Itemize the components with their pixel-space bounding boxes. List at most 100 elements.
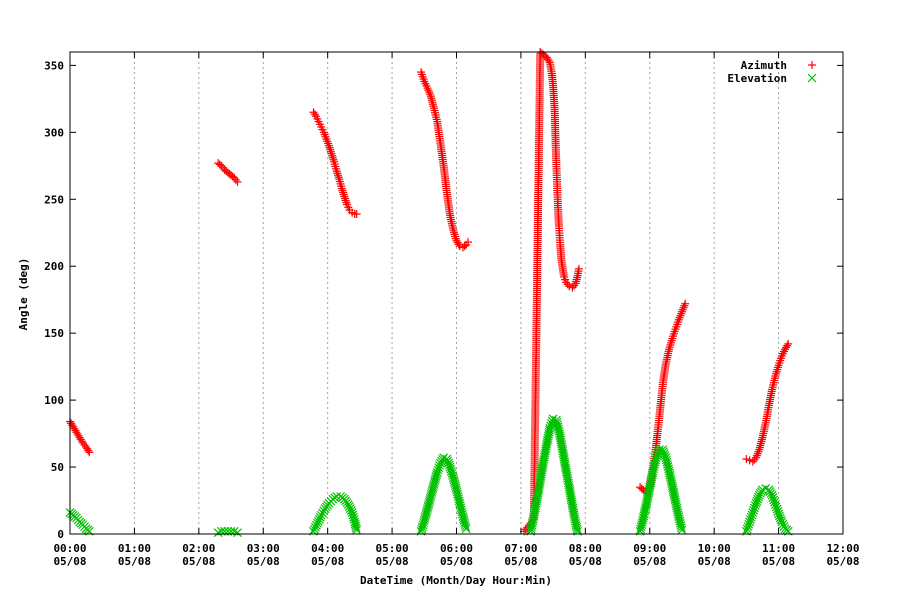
data-point — [574, 264, 583, 273]
data-point — [677, 525, 687, 535]
data-point — [769, 495, 779, 505]
x-tick-label-date: 05/08 — [504, 555, 537, 568]
data-point — [544, 56, 553, 65]
data-point — [680, 301, 689, 310]
y-tick-label: 300 — [44, 126, 64, 139]
data-point — [677, 309, 686, 318]
x-tick-label-time: 00:00 — [53, 542, 86, 555]
y-axis: 0 50 100 150 200 250 300 350 — [44, 59, 843, 541]
data-point — [341, 196, 350, 205]
x-axis-title: DateTime (Month/Day Hour:Min) — [360, 574, 552, 587]
x-tick-label-date: 05/08 — [633, 555, 666, 568]
data-point — [433, 465, 443, 475]
data-point — [747, 510, 757, 520]
data-point — [681, 299, 690, 308]
data-point — [771, 502, 781, 512]
data-point — [454, 240, 463, 249]
data-point — [326, 145, 335, 154]
data-point — [674, 315, 683, 324]
data-point — [233, 528, 242, 538]
x-tick-label-time: 10:00 — [698, 542, 731, 555]
data-point — [352, 210, 361, 219]
data-point — [339, 188, 348, 197]
data-point — [568, 283, 577, 292]
data-point — [341, 194, 350, 203]
data-point — [318, 508, 327, 518]
x-tick-label-date: 05/08 — [118, 555, 151, 568]
data-point — [677, 307, 686, 316]
data-point — [770, 497, 779, 507]
data-point — [424, 86, 433, 95]
data-point — [679, 303, 688, 312]
x-axis: 00:0005/0801:0005/0802:0005/0803:0005/08… — [53, 52, 860, 568]
data-point — [329, 155, 338, 164]
legend-label-azimuth: Azimuth — [741, 59, 787, 72]
x-tick-label-date: 05/08 — [53, 555, 86, 568]
data-point — [743, 522, 753, 532]
data-point — [217, 161, 226, 170]
data-point — [746, 512, 756, 522]
x-tick-label-time: 08:00 — [569, 542, 602, 555]
data-point — [750, 503, 759, 513]
data-point — [339, 190, 348, 199]
data-point — [675, 313, 684, 322]
data-point — [328, 153, 337, 162]
y-tick-label: 350 — [44, 59, 64, 72]
data-point — [744, 519, 754, 529]
x-tick-label-time: 02:00 — [182, 542, 215, 555]
data-point — [425, 88, 434, 97]
data-point — [676, 523, 686, 533]
data-point — [316, 510, 326, 520]
data-point — [745, 517, 755, 527]
data-point — [572, 524, 582, 534]
data-point — [545, 423, 555, 433]
data-point — [325, 143, 334, 152]
legend-marker-azimuth — [808, 61, 816, 69]
data-point — [342, 198, 351, 207]
x-tick-label-time: 01:00 — [118, 542, 151, 555]
data-point — [332, 167, 341, 176]
data-point — [783, 341, 792, 350]
data-point — [464, 238, 473, 247]
data-point — [768, 493, 778, 502]
data-point — [310, 110, 319, 119]
x-tick-label-time: 05:00 — [376, 542, 409, 555]
data-point — [748, 508, 758, 518]
x-tick-label-date: 05/08 — [762, 555, 795, 568]
data-point — [461, 522, 471, 532]
data-point — [333, 169, 342, 178]
data-point — [748, 457, 757, 466]
data-point — [332, 492, 342, 501]
data-point — [328, 151, 337, 160]
data-point — [666, 340, 675, 349]
data-point — [309, 108, 318, 117]
data-point — [449, 228, 458, 237]
x-tick-label-time: 06:00 — [440, 542, 473, 555]
data-point — [772, 369, 781, 378]
data-point — [460, 242, 469, 251]
data-point — [432, 467, 442, 477]
data-point — [770, 500, 780, 509]
data-point — [562, 278, 571, 287]
series-azimuth — [66, 48, 793, 536]
x-tick-label-date: 05/08 — [698, 555, 731, 568]
data-point — [745, 515, 755, 525]
data-point — [434, 463, 444, 473]
data-series — [65, 48, 793, 538]
x-tick-label-date: 05/08 — [569, 555, 602, 568]
data-point — [667, 338, 676, 347]
x-tick-label-time: 07:00 — [504, 542, 537, 555]
data-point — [233, 177, 242, 186]
data-point — [84, 446, 93, 455]
data-point — [778, 519, 788, 529]
data-point — [340, 192, 349, 201]
data-point — [665, 343, 674, 352]
grid-lines — [133, 52, 780, 534]
data-point — [326, 147, 335, 156]
y-tick-label: 250 — [44, 193, 64, 206]
data-point — [338, 186, 347, 195]
data-point — [773, 363, 782, 372]
x-tick-label-time: 04:00 — [311, 542, 344, 555]
